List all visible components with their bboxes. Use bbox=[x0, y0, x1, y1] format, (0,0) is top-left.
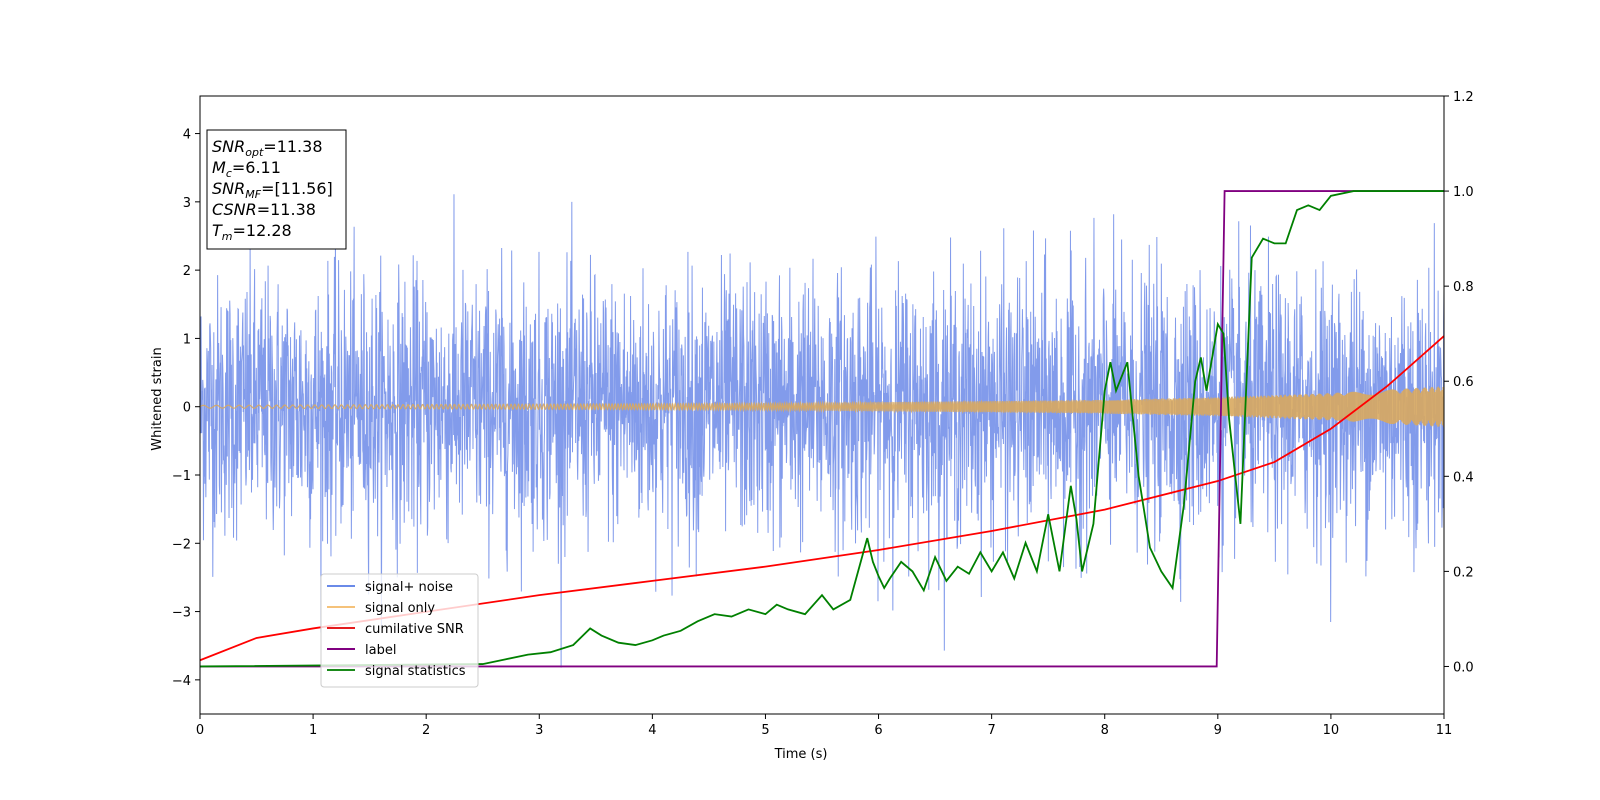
label-line bbox=[200, 190, 1444, 668]
tick-labels: 0 1 2 3 4 5 6 7 8 9 10 1143210−1−2−3−41.21.00.80.60… bbox=[172, 90, 1474, 738]
stats-line: Mc=6.11 bbox=[212, 158, 281, 180]
stats-line: CSNR=11.38 bbox=[212, 200, 316, 219]
y-axis-label: Whitened strain bbox=[150, 347, 165, 450]
x-tick-label: 6 bbox=[874, 723, 882, 738]
y-right-tick-label: 0.6 bbox=[1453, 375, 1474, 390]
legend: signal+ noise signal only cumilative SNR la… bbox=[320, 573, 479, 688]
y-left-tick-label: 0 bbox=[183, 401, 191, 416]
x-axis-label: Time (s) bbox=[774, 747, 828, 762]
legend-box bbox=[320, 573, 479, 688]
y-right-tick-label: 1.2 bbox=[1453, 90, 1474, 105]
legend-label: cumilative SNR bbox=[365, 622, 464, 637]
y-left-tick-label: −2 bbox=[172, 537, 191, 552]
stats-line: Tm=12.28 bbox=[212, 221, 292, 243]
legend-label: label bbox=[365, 643, 396, 658]
x-tick-label: 8 bbox=[1101, 723, 1109, 738]
x-tick-label: 1 bbox=[309, 723, 317, 738]
y-left-tick-label: 1 bbox=[183, 332, 191, 347]
y-left-tick-label: −3 bbox=[172, 606, 191, 621]
x-tick-label: 2 bbox=[422, 723, 430, 738]
legend-label: signal only bbox=[365, 601, 435, 616]
signal-only-line bbox=[200, 386, 1444, 428]
stats-line: SNRMF=[11.56] bbox=[212, 179, 333, 201]
y-left-tick-label: 2 bbox=[183, 264, 191, 279]
y-left-tick-label: 3 bbox=[183, 196, 191, 211]
signal-statistics-line bbox=[200, 190, 1444, 668]
x-tick-label: 0 bbox=[196, 723, 204, 738]
x-tick-label: 5 bbox=[761, 723, 769, 738]
y-right-tick-label: 0.8 bbox=[1453, 280, 1474, 295]
legend-label: signal+ noise bbox=[365, 580, 453, 595]
x-tick-label: 4 bbox=[648, 723, 656, 738]
y-right-tick-label: 1.0 bbox=[1453, 185, 1474, 200]
y-right-tick-label: 0.2 bbox=[1453, 565, 1474, 580]
y-left-tick-label: −4 bbox=[172, 674, 191, 689]
y-left-tick-label: −1 bbox=[172, 469, 191, 484]
stats-frame bbox=[206, 129, 347, 250]
signal-only-series bbox=[200, 386, 1444, 428]
y-right-tick-label: 0.0 bbox=[1453, 660, 1474, 675]
x-tick-label: 11 bbox=[1436, 723, 1453, 738]
signal-noise-line bbox=[200, 194, 1444, 668]
plot-frame bbox=[199, 95, 1445, 715]
axes-frame bbox=[199, 95, 1445, 715]
y-left-tick-label: 4 bbox=[183, 128, 191, 143]
y-right-tick-label: 0.4 bbox=[1453, 470, 1474, 485]
x-tick-label: 9 bbox=[1214, 723, 1222, 738]
x-tick-label: 7 bbox=[987, 723, 995, 738]
legend-label: signal statistics bbox=[365, 664, 466, 679]
signal-noise-series bbox=[200, 194, 1444, 668]
x-tick-label: 10 bbox=[1323, 723, 1340, 738]
stats-line: SNRopt=11.38 bbox=[212, 137, 323, 159]
x-tick-label: 3 bbox=[535, 723, 543, 738]
stats-box: SNRopt=11.38Mc=6.11SNRMF=[11.56]CSNR=11.… bbox=[206, 129, 347, 250]
